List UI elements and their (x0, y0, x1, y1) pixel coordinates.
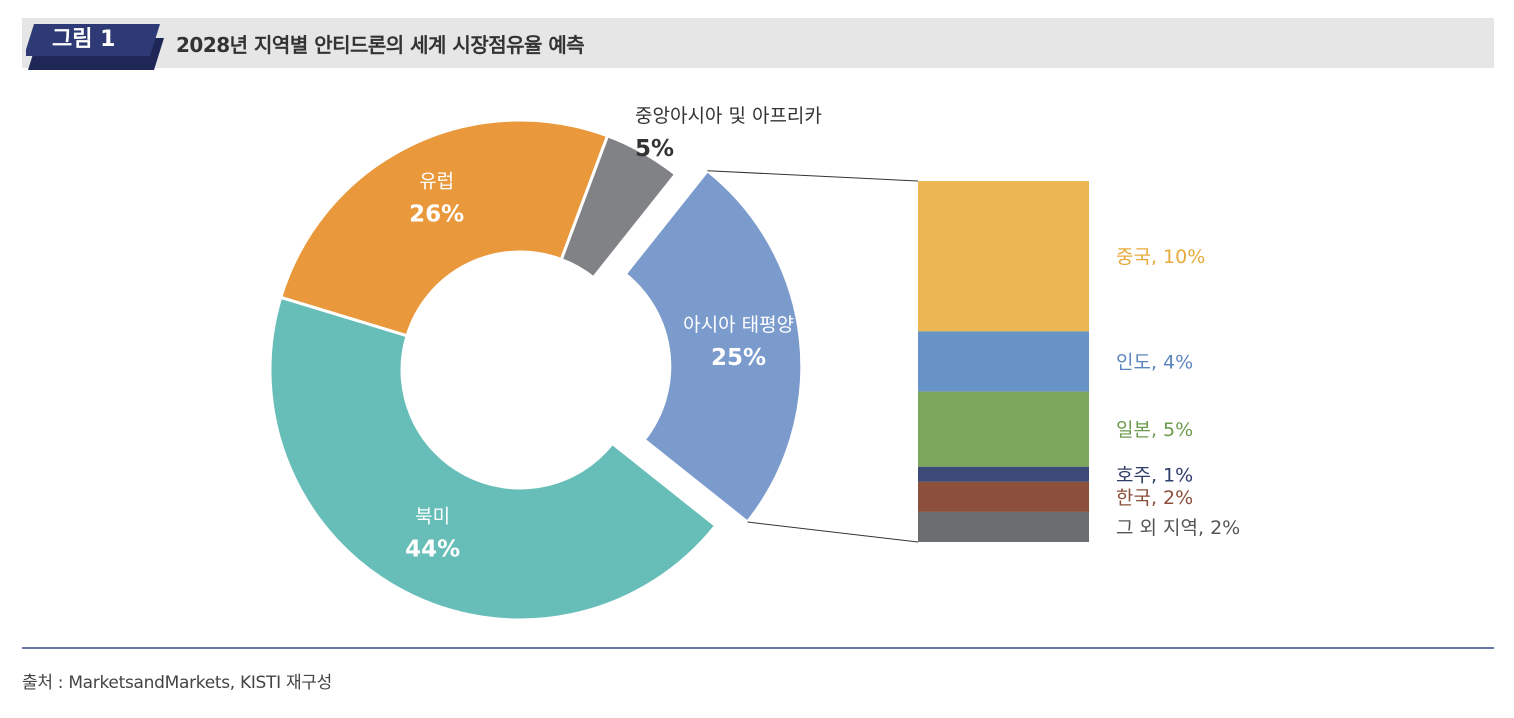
bar-segment (918, 511, 1089, 542)
slice-value: 25% (711, 345, 766, 371)
figure-header-bar (22, 18, 1494, 68)
donut-slice (559, 133, 678, 280)
segment-label: 호주, 1% (1116, 464, 1193, 486)
segment-label: 인도, 4% (1116, 352, 1193, 374)
connector-lines (707, 170, 919, 543)
bar-segment (918, 481, 1089, 512)
segment-label: 일본, 5% (1116, 419, 1193, 441)
bar-segment (918, 391, 1089, 467)
bar-segment (918, 331, 1089, 392)
bar-segment (918, 466, 1089, 482)
slice-label: 북미 (415, 505, 450, 527)
connector-top (707, 170, 919, 182)
stacked-bar: 중국, 10% 인도, 4% 일본, 5% 호주, 1%한국, 2% 그 외 지역, 2… (918, 181, 1240, 542)
donut-slice (268, 295, 718, 622)
footer-divider (22, 647, 1494, 649)
figure-tab-face (26, 24, 160, 56)
segment-label: 중국, 10% (1116, 246, 1205, 268)
slice-value: 44% (405, 536, 460, 562)
figure-label: 그림 1 (52, 27, 116, 52)
segment-label: 그 외 지역, 2% (1116, 517, 1240, 539)
slice-value: 5% (635, 136, 674, 162)
connector-bottom (747, 521, 919, 543)
chart: 아시아 태평양 25% 북미 44% 유럽 26% 중앙아시아 및 아프리카 5% 중국, 1… (268, 105, 1240, 622)
slice-value: 26% (409, 201, 464, 227)
donut-slice (623, 168, 804, 525)
bar-segment (918, 181, 1089, 332)
slice-label: 중앙아시아 및 아프리카 (635, 105, 822, 127)
slice-label: 아시아 태평양 (683, 314, 794, 336)
donut-slice (278, 118, 610, 338)
figure-tab (26, 24, 164, 70)
slice-label: 유럽 (419, 170, 454, 192)
segment-label: 한국, 2% (1116, 487, 1193, 509)
source-note: 출처 : MarketsandMarkets, KISTI 재구성 (22, 673, 332, 693)
page-title: 2028년 지역별 안티드론의 세계 시장점유율 예측 (176, 33, 585, 57)
donut-chart: 아시아 태평양 25% 북미 44% 유럽 26% 중앙아시아 및 아프리카 5% (268, 105, 822, 622)
